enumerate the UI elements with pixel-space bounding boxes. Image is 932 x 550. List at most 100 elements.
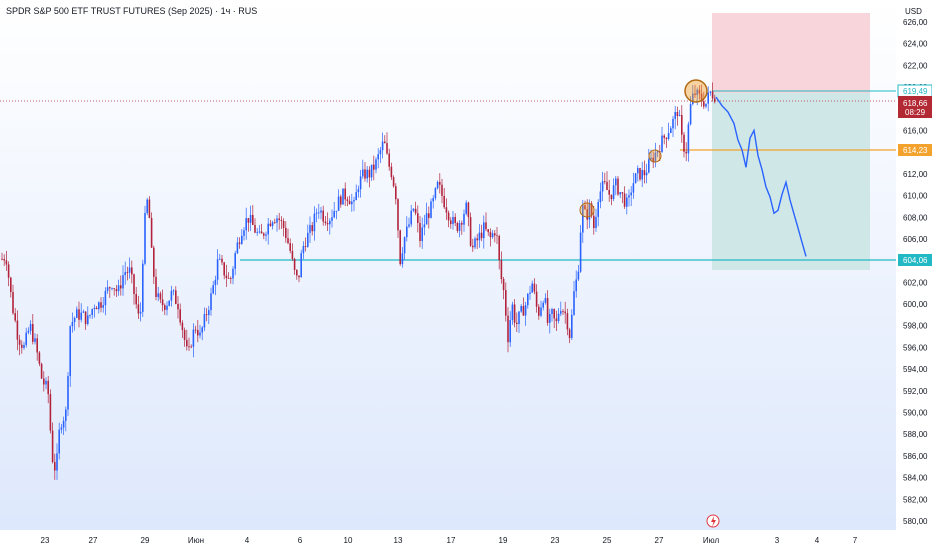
candle-body bbox=[177, 303, 179, 310]
candle-body bbox=[300, 253, 302, 278]
candle-body bbox=[287, 238, 289, 244]
y-tick-label: 600,00 bbox=[903, 300, 928, 309]
y-tick-label: 624,00 bbox=[903, 40, 928, 49]
candle-body bbox=[82, 311, 85, 313]
x-tick-label: 29 bbox=[141, 536, 150, 545]
y-tick-label: 622,00 bbox=[903, 61, 928, 70]
candle-body bbox=[241, 235, 243, 244]
candle-body bbox=[364, 169, 366, 179]
candle-body bbox=[428, 213, 430, 218]
candle-body bbox=[632, 183, 635, 193]
candle-body bbox=[93, 307, 96, 310]
candle-body bbox=[14, 313, 16, 321]
candle-body bbox=[375, 159, 377, 170]
y-tick-label: 584,00 bbox=[903, 474, 928, 483]
candle-body bbox=[256, 232, 258, 233]
candle-body bbox=[430, 201, 432, 218]
candle-body bbox=[522, 306, 525, 316]
candle-body bbox=[395, 186, 397, 200]
candle-body bbox=[491, 233, 494, 238]
candle-body bbox=[465, 202, 467, 214]
y-tick-label: 596,00 bbox=[903, 343, 928, 352]
candle-body bbox=[344, 188, 346, 200]
candle-body bbox=[524, 305, 527, 316]
y-tick-label: 580,00 bbox=[903, 517, 928, 526]
candle-body bbox=[10, 277, 12, 293]
candle-body bbox=[69, 326, 71, 377]
forecast-path bbox=[715, 96, 807, 257]
candle-body bbox=[447, 212, 450, 221]
candle-body bbox=[489, 232, 492, 238]
candle-body bbox=[628, 195, 630, 198]
candle-body bbox=[329, 220, 331, 225]
candle-body bbox=[370, 164, 373, 178]
candle-body bbox=[208, 310, 210, 316]
candle-body bbox=[131, 267, 133, 275]
candle-body bbox=[621, 192, 624, 194]
candle-body bbox=[49, 394, 52, 431]
candle-body bbox=[172, 290, 175, 292]
candle-body bbox=[461, 223, 463, 225]
candle-body bbox=[566, 313, 569, 330]
candle-body bbox=[392, 177, 395, 187]
candle-body bbox=[84, 311, 87, 325]
candle-body bbox=[562, 311, 564, 312]
candle-body bbox=[494, 233, 496, 236]
candle-body bbox=[331, 217, 333, 221]
candle-body bbox=[476, 238, 478, 241]
countdown-label: 08:29 bbox=[905, 108, 926, 117]
take-profit-zone[interactable] bbox=[712, 93, 870, 270]
candle-body bbox=[203, 314, 206, 328]
candle-body bbox=[210, 293, 212, 311]
highlight-circle-3 bbox=[684, 79, 708, 103]
y-tick-label: 608,00 bbox=[903, 213, 928, 222]
candle-body bbox=[16, 320, 19, 340]
candle-body bbox=[654, 152, 657, 163]
candle-body bbox=[181, 322, 184, 331]
candle-body bbox=[353, 200, 355, 202]
stop-loss-zone[interactable] bbox=[712, 13, 870, 93]
candle-body bbox=[146, 199, 148, 214]
candle-body bbox=[496, 235, 498, 237]
event-marker[interactable] bbox=[706, 514, 720, 528]
highlight-circle-1 bbox=[579, 202, 595, 218]
candle-body bbox=[104, 290, 107, 306]
candle-body bbox=[126, 272, 129, 273]
candle-body bbox=[315, 212, 318, 214]
candle-body bbox=[643, 170, 646, 176]
time-axis[interactable]: 23 27 29 Июн 4 6 10 13 17 19 23 25 27 Июл 3 4 7 bbox=[41, 536, 858, 545]
candle-body bbox=[263, 233, 265, 236]
candle-body bbox=[403, 237, 406, 254]
candle-body bbox=[681, 115, 683, 135]
candle-body bbox=[260, 231, 263, 234]
candle-body bbox=[265, 234, 267, 236]
candle-body bbox=[436, 181, 439, 189]
candle-body bbox=[480, 232, 483, 239]
candle-body bbox=[533, 283, 536, 292]
candle-body bbox=[555, 318, 558, 322]
candle-body bbox=[212, 285, 214, 294]
candle-body bbox=[441, 184, 443, 196]
entry-price-tag[interactable]: 619,49 bbox=[897, 84, 932, 98]
candle-body bbox=[25, 332, 27, 346]
candle-body bbox=[5, 260, 8, 265]
candle-body bbox=[381, 141, 384, 151]
candle-body bbox=[54, 462, 56, 471]
last-price-tag[interactable]: 618,66 08:29 bbox=[898, 96, 932, 118]
candle-body bbox=[254, 224, 256, 233]
candle-body bbox=[122, 275, 124, 289]
candle-body bbox=[243, 230, 245, 236]
candle-body bbox=[285, 227, 287, 239]
candle-body bbox=[362, 169, 364, 177]
resistance-price-tag[interactable]: 614,23 bbox=[898, 144, 932, 156]
candle-body bbox=[36, 338, 38, 353]
candle-body bbox=[29, 324, 32, 331]
candle-body bbox=[410, 210, 412, 225]
support-price-tag[interactable]: 604,06 bbox=[898, 254, 932, 266]
x-tick-label: 27 bbox=[655, 536, 664, 545]
candle-body bbox=[359, 176, 362, 190]
currency-label[interactable]: USD bbox=[901, 6, 926, 17]
x-tick-label: Июн bbox=[188, 536, 204, 545]
candle-body bbox=[144, 213, 146, 264]
